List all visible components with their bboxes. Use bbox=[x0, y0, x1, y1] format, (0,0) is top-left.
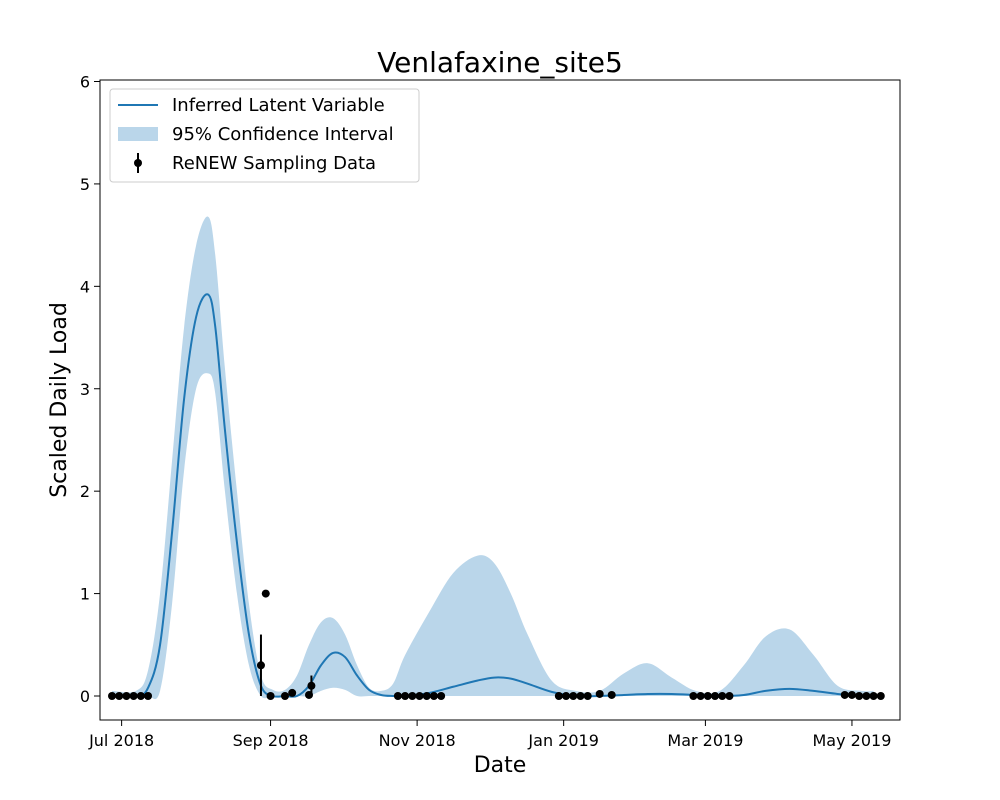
x-tick-label: Nov 2018 bbox=[379, 731, 456, 750]
y-tick-label: 6 bbox=[80, 73, 90, 92]
legend-points-label: ReNEW Sampling Data bbox=[172, 153, 376, 174]
y-tick-label: 5 bbox=[80, 175, 90, 194]
sample-point bbox=[393, 692, 402, 700]
y-tick-label: 2 bbox=[80, 482, 90, 501]
confidence-band bbox=[112, 216, 874, 700]
sample-point bbox=[429, 692, 438, 700]
sample-point bbox=[862, 692, 871, 700]
sample-point bbox=[280, 692, 289, 700]
x-tick-label: Mar 2019 bbox=[667, 731, 743, 750]
y-axis-title: Scaled Daily Load bbox=[47, 302, 72, 498]
sample-point bbox=[855, 692, 864, 700]
legend-point-swatch bbox=[134, 159, 142, 167]
sample-point bbox=[703, 692, 712, 700]
sample-point bbox=[288, 688, 297, 697]
sample-point bbox=[595, 689, 604, 698]
sample-point bbox=[869, 692, 878, 700]
sample-point bbox=[554, 692, 563, 700]
chart-title: Venlafaxine_site5 bbox=[377, 46, 623, 79]
x-axis-title: Date bbox=[474, 753, 527, 778]
sample-point bbox=[408, 692, 417, 700]
legend-box bbox=[109, 88, 420, 183]
sample-point bbox=[422, 692, 431, 700]
sample-point bbox=[144, 692, 153, 700]
x-tick-label: May 2019 bbox=[813, 731, 892, 750]
legend-band-label: 95% Confidence Interval bbox=[172, 124, 394, 145]
sample-point bbox=[108, 692, 117, 700]
sample-point bbox=[129, 692, 138, 700]
plot-area bbox=[108, 216, 885, 700]
sample-point bbox=[256, 661, 265, 670]
x-tick-label: Jan 2019 bbox=[527, 731, 598, 750]
sample-point bbox=[115, 692, 124, 700]
sample-point bbox=[122, 692, 131, 700]
sample-point bbox=[415, 692, 424, 700]
sample-point bbox=[718, 692, 727, 700]
y-tick-label: 3 bbox=[80, 380, 90, 399]
sample-point bbox=[847, 690, 856, 699]
sample-point bbox=[576, 692, 585, 700]
plot-frame bbox=[99, 79, 901, 721]
sampling-points-layer bbox=[108, 589, 885, 700]
x-tick-label: Sep 2018 bbox=[233, 731, 309, 750]
legend-band-swatch bbox=[118, 127, 158, 141]
sample-point bbox=[261, 589, 270, 598]
sample-point bbox=[569, 692, 578, 700]
sample-point bbox=[725, 692, 734, 700]
sample-point bbox=[401, 692, 410, 700]
sample-point bbox=[840, 690, 849, 699]
sample-point bbox=[607, 690, 616, 699]
sample-point bbox=[583, 692, 592, 700]
confidence-band-layer bbox=[112, 216, 874, 700]
sample-point bbox=[711, 692, 720, 700]
sample-point bbox=[562, 692, 571, 700]
sample-point bbox=[136, 692, 145, 700]
y-axis: 0 1 2 3 4 5 6 bbox=[80, 73, 100, 706]
y-tick-label: 0 bbox=[80, 687, 90, 706]
sample-point bbox=[689, 692, 698, 700]
y-tick-label: 4 bbox=[80, 277, 90, 296]
legend: Inferred Latent Variable 95% Confidence … bbox=[109, 88, 420, 183]
sample-point bbox=[266, 692, 275, 700]
x-tick-label: Jul 2018 bbox=[88, 731, 154, 750]
sample-point bbox=[696, 692, 705, 700]
y-tick-label: 1 bbox=[80, 585, 90, 604]
legend-line-label: Inferred Latent Variable bbox=[172, 95, 385, 116]
sample-point bbox=[876, 692, 885, 700]
sample-point bbox=[437, 692, 446, 700]
sample-point bbox=[307, 681, 316, 690]
x-axis: Jul 2018 Sep 2018 Nov 2018 Jan 2019 Mar 2019… bbox=[88, 720, 891, 750]
